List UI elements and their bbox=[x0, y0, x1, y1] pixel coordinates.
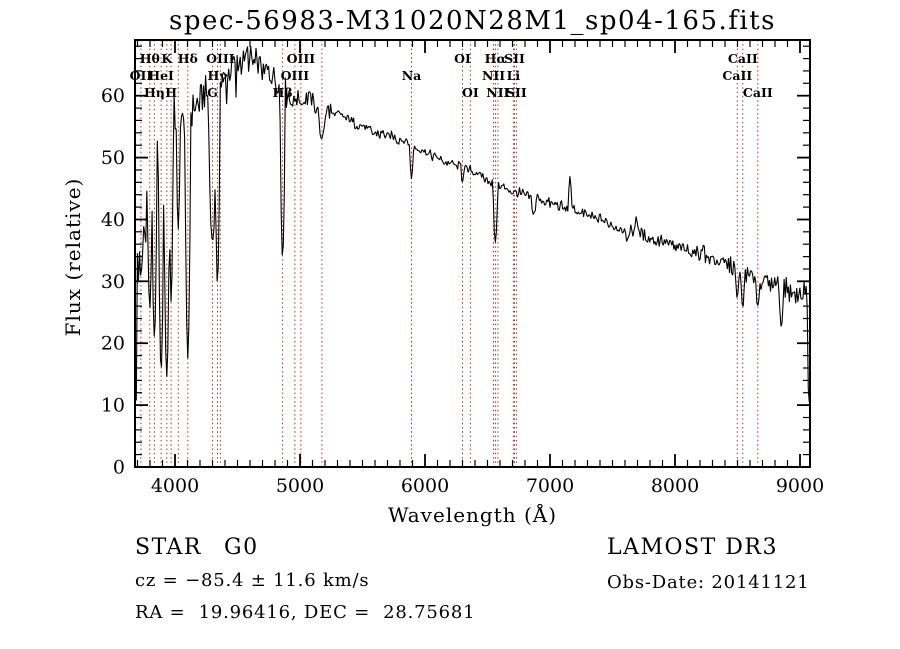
survey-release: LAMOST DR3 bbox=[607, 535, 778, 560]
line-label: OI bbox=[462, 85, 479, 100]
line-label: H bbox=[165, 85, 177, 100]
line-label: Na bbox=[402, 68, 422, 83]
line-label: OI bbox=[454, 51, 471, 66]
y-tick-label: 10 bbox=[101, 395, 125, 417]
line-label: Hδ bbox=[178, 51, 198, 66]
x-tick-label: 4000 bbox=[151, 475, 199, 497]
plot-border bbox=[134, 39, 811, 468]
y-axis-label: Flux (relative) bbox=[61, 177, 85, 337]
object-type: STAR bbox=[135, 535, 202, 560]
cz-value: cz = −85.4 ± 11.6 km/s bbox=[135, 570, 370, 591]
spectral-line-markers bbox=[140, 40, 759, 467]
x-tick-label: 6000 bbox=[401, 475, 449, 497]
y-tick-label: 60 bbox=[101, 85, 125, 107]
y-tick-labels: 0 10 20 30 40 50 60 bbox=[101, 85, 125, 478]
y-tick-label: 40 bbox=[101, 209, 125, 231]
line-label: OIII bbox=[281, 68, 310, 83]
x-tick-label: 7000 bbox=[526, 475, 574, 497]
line-label: Hη bbox=[144, 85, 165, 100]
line-label: Li bbox=[507, 68, 521, 83]
subclass: G0 bbox=[224, 535, 259, 560]
x-axis-label: Wavelength (Å) bbox=[387, 503, 558, 527]
y-tick-label: 0 bbox=[113, 457, 125, 479]
y-tick-label: 30 bbox=[101, 271, 125, 293]
x-tick-label: 9000 bbox=[776, 475, 824, 497]
line-label: SII bbox=[506, 85, 527, 100]
line-label: Hγ bbox=[207, 68, 228, 83]
line-label: OIII bbox=[206, 51, 235, 66]
x-tick-label: 5000 bbox=[276, 475, 324, 497]
ra-dec: RA = 19.96416, DEC = 28.75681 bbox=[135, 602, 476, 623]
line-label: HeI bbox=[148, 68, 174, 83]
line-label: G bbox=[207, 85, 218, 100]
line-labels: OIIHθHηHeIKHHδGHγOIIIHβOIIIOIIINaOIOINII… bbox=[130, 51, 773, 100]
line-label: NII bbox=[482, 68, 505, 83]
classification-line: STAR G0 bbox=[135, 535, 259, 560]
line-label: K bbox=[161, 51, 173, 66]
spectrum-path bbox=[134, 46, 810, 403]
y-tick-label: 20 bbox=[101, 333, 125, 355]
line-label: Hα bbox=[485, 51, 507, 66]
line-label: CaII bbox=[743, 85, 773, 100]
line-label: Hθ bbox=[140, 51, 160, 66]
line-label: OIII bbox=[287, 51, 316, 66]
page-title: spec-56983-M31020N28M1_sp04-165.fits bbox=[168, 6, 777, 36]
line-label: SII bbox=[504, 51, 525, 66]
line-label: CaII bbox=[722, 68, 752, 83]
x-tick-label: 8000 bbox=[651, 475, 699, 497]
line-label: NII bbox=[486, 85, 509, 100]
x-tick-labels: 4000 5000 6000 7000 8000 9000 bbox=[151, 475, 824, 497]
line-label: CaII bbox=[728, 51, 758, 66]
obs-date: Obs-Date: 20141121 bbox=[607, 572, 810, 593]
axis-ticks bbox=[135, 40, 810, 468]
y-tick-label: 50 bbox=[101, 147, 125, 169]
